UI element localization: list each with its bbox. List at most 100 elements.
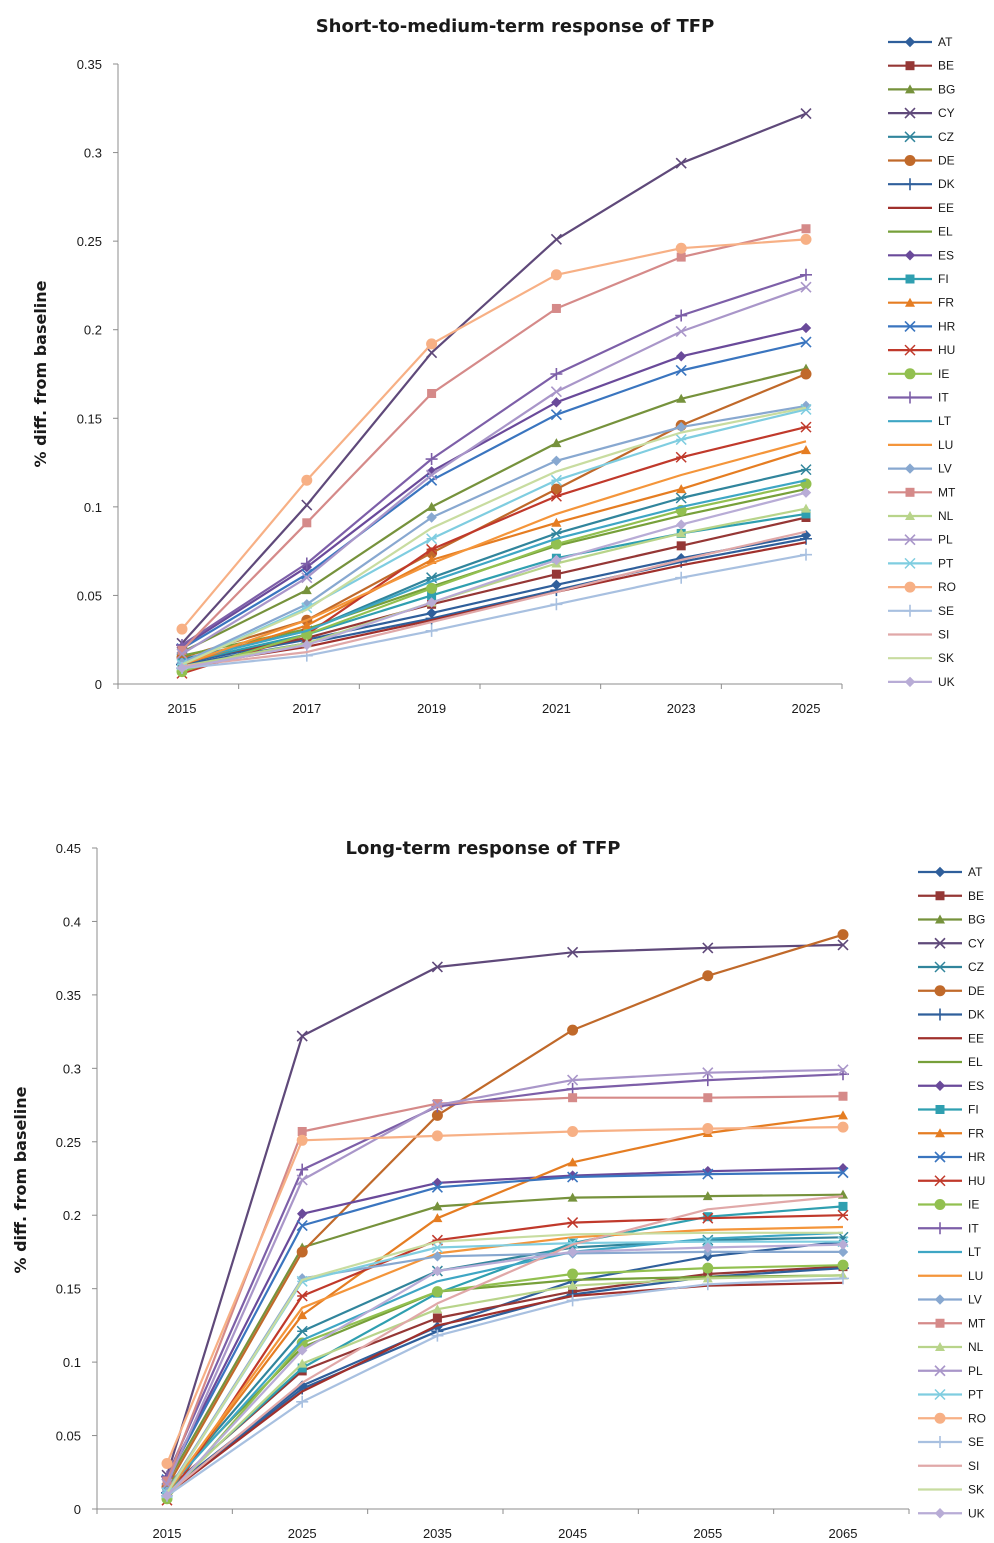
data-point-fr xyxy=(801,445,811,455)
series-line-sk xyxy=(166,1231,843,1494)
legend-label: HR xyxy=(968,1150,986,1164)
series-mt xyxy=(162,1091,848,1486)
y-tick-label: 0.2 xyxy=(63,1208,81,1223)
data-point-cy xyxy=(426,347,438,359)
data-point-fi xyxy=(838,1201,848,1211)
series-line-ie xyxy=(181,482,807,673)
data-point-it xyxy=(701,1074,714,1087)
data-point-fr xyxy=(297,1310,308,1320)
legend-label: AT xyxy=(968,865,983,879)
legend-item-be: BE xyxy=(888,59,954,73)
legend-label: LV xyxy=(968,1293,982,1307)
data-point-fi xyxy=(801,509,811,519)
series-line-bg xyxy=(181,367,807,654)
legend-label: LU xyxy=(968,1269,983,1283)
legend-swatch-marker xyxy=(934,1151,946,1163)
data-point-be xyxy=(551,569,561,579)
legend-swatch-marker xyxy=(934,937,946,949)
data-point-lv xyxy=(837,1246,849,1258)
data-point-ie xyxy=(296,1337,308,1349)
data-point-lv xyxy=(432,1251,443,1262)
data-point-pt xyxy=(550,474,562,486)
y-tick-label: 0 xyxy=(95,677,102,692)
series-uk xyxy=(176,487,812,674)
legend-item-cz: CZ xyxy=(888,130,954,144)
legend: AT BE BG CY CZ DE DK EE EL ES FI FR HR HU IE IT LT LU LV MT… xyxy=(918,865,986,1520)
data-point-ro xyxy=(837,1121,849,1133)
data-point-cy xyxy=(296,1030,308,1042)
data-point-ro xyxy=(800,233,812,245)
data-point-mt xyxy=(162,1476,172,1486)
data-point-de xyxy=(431,1109,443,1121)
y-tick-label: 0.05 xyxy=(56,1429,81,1444)
legend-swatch-marker xyxy=(904,131,916,143)
legend-item-ro: RO xyxy=(888,580,956,594)
data-point-se xyxy=(296,1395,309,1408)
legend-label: SE xyxy=(968,1435,984,1449)
data-point-uk xyxy=(176,662,188,674)
chart-title: Short-to-medium-term response of TFP xyxy=(316,16,715,37)
legend-label: BG xyxy=(968,913,985,927)
series-line-cy xyxy=(165,943,844,1476)
legend-swatch-marker xyxy=(935,1318,945,1328)
series-si xyxy=(181,530,807,668)
legend-swatch-marker xyxy=(934,1175,946,1187)
series-line-nl xyxy=(181,507,807,668)
legend-label: LV xyxy=(938,462,952,476)
legend-label: IT xyxy=(938,391,949,405)
series-line-it xyxy=(165,1073,844,1478)
data-point-de xyxy=(837,929,849,941)
data-point-ro xyxy=(550,269,562,281)
data-point-cy xyxy=(702,942,714,954)
series-line-es xyxy=(181,326,807,648)
data-point-hu xyxy=(567,1217,579,1229)
y-axis-label: % diff. from baseline xyxy=(11,1086,30,1273)
data-point-pt xyxy=(431,1242,443,1254)
y-tick-label: 0.15 xyxy=(56,1282,81,1297)
series-line-uk xyxy=(166,1243,844,1497)
data-point-pl xyxy=(301,572,313,584)
legend-swatch-marker xyxy=(934,1508,946,1519)
legend-swatch-marker xyxy=(934,1294,946,1305)
data-point-be xyxy=(432,1313,442,1323)
data-point-uk xyxy=(301,639,313,651)
legend-swatch-marker xyxy=(935,914,945,924)
legend-swatch-marker xyxy=(905,84,915,94)
data-point-mt xyxy=(703,1093,713,1103)
legend-swatch-marker xyxy=(904,604,916,617)
series-line-be xyxy=(166,1265,844,1491)
legend-swatch-marker xyxy=(904,155,916,166)
series-lu xyxy=(181,440,807,666)
legend-swatch-marker xyxy=(904,107,916,119)
legend-item-at: AT xyxy=(888,35,953,49)
legend-item-at: AT xyxy=(918,865,983,879)
legend-swatch-marker xyxy=(904,581,916,593)
legend-label: SK xyxy=(938,651,954,665)
legend-label: HU xyxy=(968,1174,985,1188)
series-si xyxy=(166,1195,844,1496)
legend-label: DK xyxy=(968,1008,985,1022)
legend-item-ee: EE xyxy=(888,201,954,215)
data-point-uk xyxy=(837,1239,849,1250)
short-term-tfp-chart: Short-to-medium-term response of TFP % di… xyxy=(31,16,956,716)
data-point-ro xyxy=(702,1123,714,1135)
legend-label: BG xyxy=(938,82,955,96)
data-point-se xyxy=(837,1272,849,1285)
legend-item-bg: BG xyxy=(918,913,985,927)
data-point-fr xyxy=(676,484,687,494)
legend-item-fi: FI xyxy=(888,272,949,286)
legend-item-lu: LU xyxy=(918,1269,983,1283)
legend-swatch-marker xyxy=(935,1128,945,1138)
series-line-cz xyxy=(166,1236,844,1490)
data-point-uk xyxy=(675,519,687,530)
series-line-mt xyxy=(181,227,807,652)
series-sk xyxy=(181,406,807,666)
legend-item-sk: SK xyxy=(888,651,954,665)
series-line-ro xyxy=(165,1126,844,1464)
legend-label: DE xyxy=(968,984,985,998)
legend-label: EE xyxy=(938,201,954,215)
data-point-hu xyxy=(296,1290,308,1302)
series-line-pt xyxy=(181,408,807,666)
data-point-se xyxy=(701,1278,714,1291)
legend-item-hu: HU xyxy=(888,343,955,357)
